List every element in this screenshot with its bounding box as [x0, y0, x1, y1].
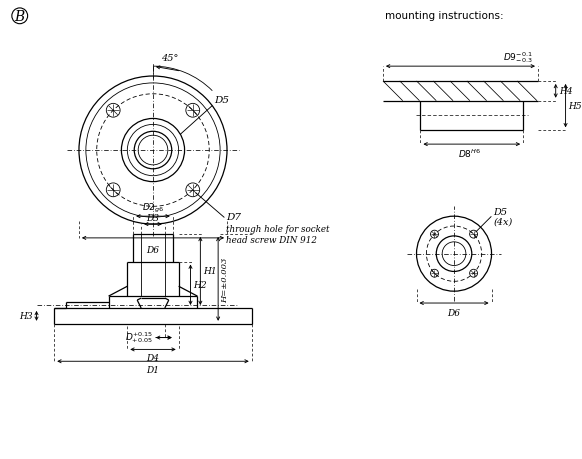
Text: D5: D5	[494, 208, 508, 217]
Text: $D2_{g6}$: $D2_{g6}$	[142, 202, 164, 215]
Text: H3: H3	[19, 312, 33, 321]
Text: mounting instructions:: mounting instructions:	[385, 11, 503, 21]
Text: D7: D7	[226, 213, 242, 222]
Text: D4: D4	[147, 353, 159, 363]
Text: D6: D6	[448, 308, 460, 317]
Text: through hole for socket: through hole for socket	[226, 225, 330, 234]
Text: B: B	[15, 10, 25, 24]
Text: D1: D1	[147, 365, 159, 375]
Text: H1: H1	[203, 267, 217, 276]
Text: (4x): (4x)	[494, 217, 513, 226]
Text: $D8^{H6}$: $D8^{H6}$	[458, 148, 481, 160]
Text: $D9^{-0.1}_{-0.3}$: $D9^{-0.1}_{-0.3}$	[503, 50, 533, 65]
Text: D5: D5	[214, 95, 229, 104]
Text: D6: D6	[147, 245, 159, 254]
Text: H2: H2	[193, 280, 207, 290]
Text: H=±0.003: H=±0.003	[221, 257, 229, 302]
Text: H4: H4	[559, 87, 572, 96]
Text: H5: H5	[569, 102, 582, 111]
Text: 45°: 45°	[161, 54, 178, 63]
Text: $D^{+0.15}_{+0.05}$: $D^{+0.15}_{+0.05}$	[125, 330, 154, 344]
Text: head screw DIN 912: head screw DIN 912	[226, 235, 317, 245]
Text: D3: D3	[147, 213, 159, 223]
